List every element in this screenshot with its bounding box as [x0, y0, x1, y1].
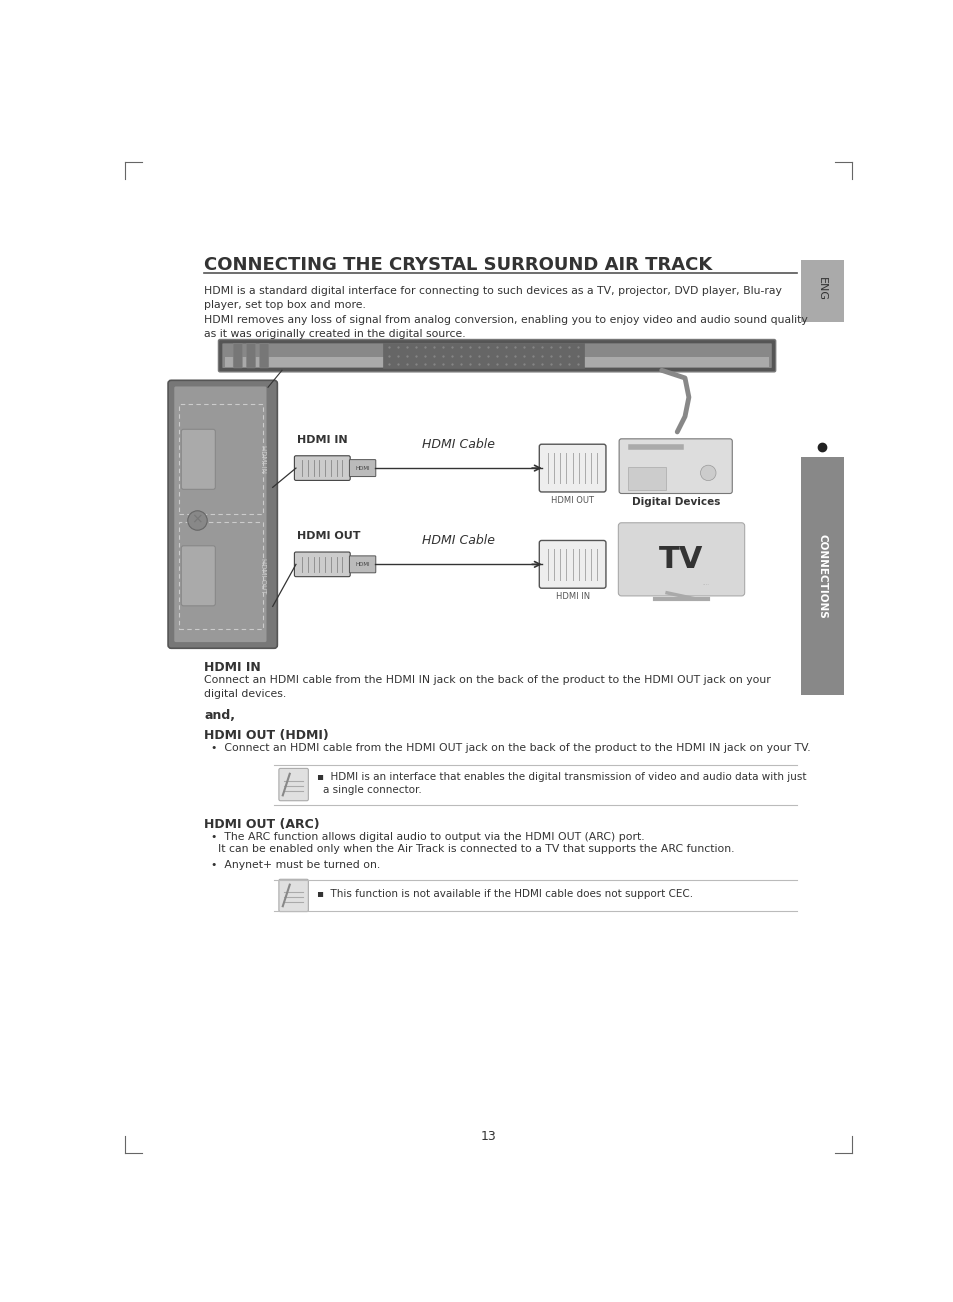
Text: HDMI: HDMI: [355, 466, 370, 470]
Bar: [179, 405, 263, 514]
Text: 13: 13: [480, 1130, 497, 1143]
Text: ....: ....: [701, 581, 708, 586]
Text: HDMI IN: HDMI IN: [204, 661, 261, 674]
Bar: [801, 260, 843, 322]
Text: Digital Devices: Digital Devices: [631, 497, 720, 508]
Text: •  Anynet+ must be turned on.: • Anynet+ must be turned on.: [211, 861, 379, 870]
Text: a single connector.: a single connector.: [323, 785, 421, 794]
Text: HDMI IN: HDMI IN: [555, 592, 589, 602]
Circle shape: [700, 465, 716, 480]
FancyBboxPatch shape: [168, 380, 277, 648]
FancyBboxPatch shape: [618, 439, 732, 493]
Text: CONNECTING THE CRYSTAL SURROUND AIR TRACK: CONNECTING THE CRYSTAL SURROUND AIR TRAC…: [204, 256, 712, 275]
FancyBboxPatch shape: [294, 456, 350, 480]
Text: HDMI OUT: HDMI OUT: [260, 559, 266, 594]
FancyBboxPatch shape: [618, 523, 744, 596]
Text: HDMI OUT (ARC): HDMI OUT (ARC): [204, 819, 320, 832]
Text: CONNECTIONS: CONNECTIONS: [817, 534, 826, 618]
Text: HDMI removes any loss of signal from analog conversion, enabling you to enjoy vi: HDMI removes any loss of signal from ana…: [204, 315, 807, 339]
FancyBboxPatch shape: [218, 340, 775, 372]
Text: ×: ×: [191, 513, 202, 526]
Text: •  Connect an HDMI cable from the HDMI OUT jack on the back of the product to th: • Connect an HDMI cable from the HDMI OU…: [211, 743, 809, 753]
Bar: [801, 457, 843, 695]
Text: HDMI IN: HDMI IN: [297, 435, 348, 445]
Text: ▪  This function is not available if the HDMI cable does not support CEC.: ▪ This function is not available if the …: [316, 889, 692, 900]
FancyBboxPatch shape: [294, 552, 350, 577]
Text: It can be enabled only when the Air Track is connected to a TV that supports the: It can be enabled only when the Air Trac…: [211, 844, 734, 854]
FancyBboxPatch shape: [538, 540, 605, 589]
Text: and,: and,: [204, 710, 235, 723]
FancyBboxPatch shape: [349, 460, 375, 477]
FancyBboxPatch shape: [259, 344, 269, 368]
Text: HDMI OUT: HDMI OUT: [551, 496, 594, 505]
Text: HDMI: HDMI: [355, 562, 370, 566]
Text: Connect an HDMI cable from the HDMI IN jack on the back of the product to the HD: Connect an HDMI cable from the HDMI IN j…: [204, 676, 770, 699]
FancyBboxPatch shape: [174, 387, 266, 642]
Text: HDMI Cable: HDMI Cable: [421, 534, 495, 547]
Text: •  The ARC function allows digital audio to output via the HDMI OUT (ARC) port.: • The ARC function allows digital audio …: [211, 832, 643, 842]
FancyBboxPatch shape: [349, 556, 375, 573]
Text: ▪  HDMI is an interface that enables the digital transmission of video and audio: ▪ HDMI is an interface that enables the …: [316, 772, 805, 783]
FancyBboxPatch shape: [181, 430, 215, 490]
Bar: [382, 344, 583, 368]
Text: HDMI OUT (HDMI): HDMI OUT (HDMI): [204, 729, 329, 742]
FancyBboxPatch shape: [181, 546, 215, 605]
FancyBboxPatch shape: [538, 444, 605, 492]
Bar: [627, 466, 665, 490]
Text: ENG: ENG: [817, 277, 826, 301]
Text: TV: TV: [659, 544, 703, 574]
Text: HDMI Cable: HDMI Cable: [421, 439, 495, 452]
FancyBboxPatch shape: [278, 879, 308, 911]
FancyBboxPatch shape: [278, 768, 308, 801]
Text: HDMI OUT: HDMI OUT: [297, 531, 360, 542]
FancyBboxPatch shape: [233, 344, 242, 368]
Bar: [179, 522, 263, 629]
Text: HDMI is a standard digital interface for connecting to such devices as a TV, pro: HDMI is a standard digital interface for…: [204, 285, 781, 310]
Text: HDMI IN: HDMI IN: [260, 445, 266, 474]
Bar: [224, 357, 769, 367]
FancyBboxPatch shape: [246, 344, 255, 368]
FancyBboxPatch shape: [222, 344, 771, 368]
